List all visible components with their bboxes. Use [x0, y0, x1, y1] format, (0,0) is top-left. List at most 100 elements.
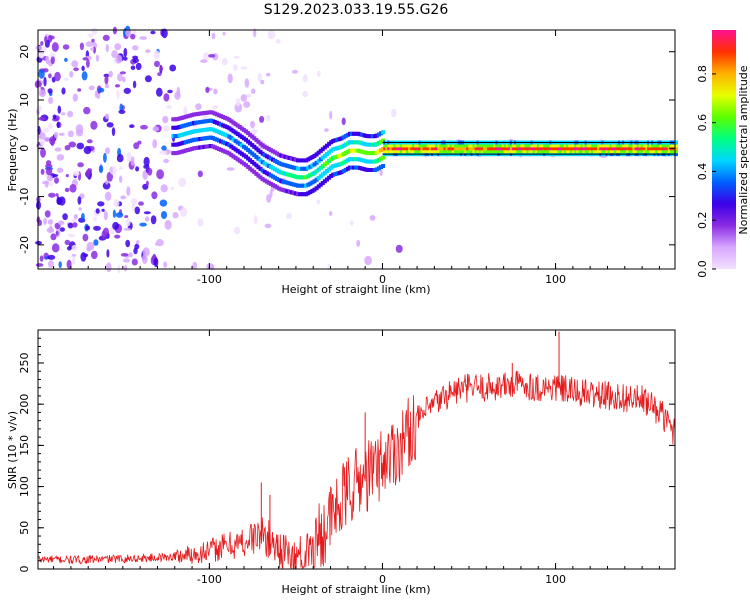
spectrogram-ridge-cell	[306, 191, 311, 196]
spectrogram-ridge-cell	[177, 133, 182, 138]
spectrogram-ridge-cell	[341, 169, 346, 174]
spectrogram-ridge-cell	[221, 131, 226, 136]
spectrogram-noise-cell	[117, 73, 123, 82]
spectrogram-ridge-cell	[235, 157, 240, 162]
spectrogram-ridge-cell	[534, 149, 539, 154]
spectrogram-ridge-cell	[279, 187, 284, 192]
spectrogram-ridge-cell	[343, 151, 348, 155]
spectrogram-noise-cell	[81, 65, 85, 72]
spectrogram-ridge-cell	[584, 143, 589, 148]
spectrogram-noise-cell	[222, 31, 226, 36]
spectrogram-ridge-cell	[374, 150, 379, 155]
spectrogram-ridge-cell	[360, 149, 365, 154]
spectrogram-noise-cell	[245, 93, 252, 98]
spectrogram-noise-cell	[251, 88, 256, 94]
spectrogram-ridge-cell	[545, 146, 550, 151]
spectrogram-ridge-cell	[368, 134, 373, 139]
spectrogram-ridge-cell	[615, 149, 620, 154]
spectrogram-ridge-cell	[495, 143, 500, 148]
spectrogram-ridge-cell	[376, 166, 381, 171]
spectrogram-ridge-cell	[669, 143, 674, 148]
colorbar-tick-label: 0.6	[696, 114, 709, 131]
spectrogram-ridge-cell	[472, 146, 477, 151]
spectrogram-ridge-cell	[217, 113, 221, 118]
spectrogram-ridge-cell	[366, 168, 371, 172]
spectrogram-ridge-cell	[613, 143, 618, 148]
spectrogram-ridge-cell	[522, 149, 527, 154]
spectrogram-ridge-cell	[522, 146, 527, 151]
spectrogram-ridge-cell	[507, 146, 512, 151]
spectrogram-noise-cell	[77, 196, 82, 205]
spectrogram-noise-cell	[43, 217, 47, 225]
spectrogram-ridge-cell	[314, 152, 319, 157]
spectrogram-noise-cell	[54, 147, 62, 152]
spectrogram-ridge-cell	[505, 149, 510, 154]
spectrogram-ridge-cell	[530, 146, 535, 151]
spectrogram-ridge-cell	[347, 140, 352, 145]
spectrogram-ridge-cell	[576, 143, 581, 148]
spectrogram-ridge-cell	[325, 143, 329, 148]
spectrogram-noise-cell	[50, 56, 55, 65]
spectrogram-ridge-cell	[206, 118, 211, 123]
spectrogram-ridge-cell	[194, 129, 199, 134]
spectrogram-ridge-cell	[275, 160, 280, 165]
spectrogram-ridge-cell	[376, 140, 381, 145]
spectrogram-ridge-cell	[597, 146, 602, 151]
spectrogram-noise-cell	[111, 50, 118, 59]
spectrogram-noise-cell	[44, 210, 51, 218]
spectrogram-ridge-cell	[649, 146, 653, 151]
spectrogram-ridge-cell	[285, 155, 290, 160]
spectrogram-ridge-cell	[308, 181, 313, 186]
spectrogram-ridge-cell	[487, 143, 491, 148]
spectrogram-ridge-cell	[657, 146, 662, 151]
spectrogram-ridge-cell	[518, 149, 523, 154]
spectrogram-ridge-cell	[312, 187, 317, 192]
spectrogram-ridge-cell	[443, 149, 448, 154]
spectrogram-noise-cell	[157, 72, 162, 76]
spectrogram-noise-cell	[163, 93, 170, 102]
spectrogram-ridge-cell	[534, 143, 539, 148]
spectrogram-ridge-cell	[314, 186, 319, 191]
spectrogram-ridge-cell	[663, 143, 668, 148]
spectrogram-noise-cell	[85, 225, 91, 231]
colorbar: 0.0 0.2 0.4 0.6 0.8 Normalized spectral ampl…	[696, 30, 750, 278]
spectrogram-ridge-cell	[557, 143, 562, 148]
spectrogram-ridge-cell	[252, 136, 257, 141]
spectrogram-ridge-cell	[262, 170, 267, 174]
spectrogram-ridge-cell	[271, 183, 275, 188]
spectrogram-ridge-cell	[279, 179, 284, 184]
spectrogram-noise-cell	[44, 180, 49, 188]
spectrogram-ridge-cell	[241, 144, 246, 149]
spectrogram-ridge-cell	[358, 132, 363, 137]
spectrogram-ridge-cell	[462, 149, 467, 154]
spectrogram-ridge-cell	[302, 192, 307, 197]
spectrogram-ridge-cell	[426, 149, 431, 154]
spectrogram-noise-cell	[125, 29, 132, 37]
spectrogram-noise-cell	[66, 246, 72, 251]
snr-x-tick-label: 100	[545, 573, 566, 586]
spectrogram-ridge-cell	[497, 143, 502, 148]
spectrogram-ridge-cell	[597, 149, 602, 154]
spectrogram-x-tick-label: 0	[379, 273, 386, 286]
spectrogram-noise-cell	[76, 142, 85, 150]
spectrogram-noise-cell	[79, 42, 84, 51]
spectrogram-ridge-cell	[441, 146, 446, 151]
spectrogram-noise-cell	[141, 254, 148, 264]
spectrogram-ridge-cell	[196, 120, 201, 125]
spectrogram-ridge-cell	[368, 151, 373, 156]
spectrogram-ridge-cell	[653, 146, 658, 151]
spectrogram-ridge-cell	[198, 128, 203, 133]
spectrogram-noise-cell	[39, 255, 44, 262]
spectrogram-noise-cell	[253, 215, 258, 225]
spectrogram-ridge-cell	[260, 143, 265, 148]
spectrogram-noise-cell	[58, 261, 62, 269]
spectrogram-ridge-cell	[447, 149, 452, 154]
spectrogram-noise-cell	[57, 105, 62, 114]
spectrogram-noise-cell	[132, 57, 139, 63]
spectrogram-ridge-cell	[615, 146, 620, 151]
spectrogram-noise-cell	[54, 177, 59, 184]
spectrogram-ridge-cell	[335, 163, 340, 167]
spectrogram-ridge-cell	[223, 132, 228, 137]
